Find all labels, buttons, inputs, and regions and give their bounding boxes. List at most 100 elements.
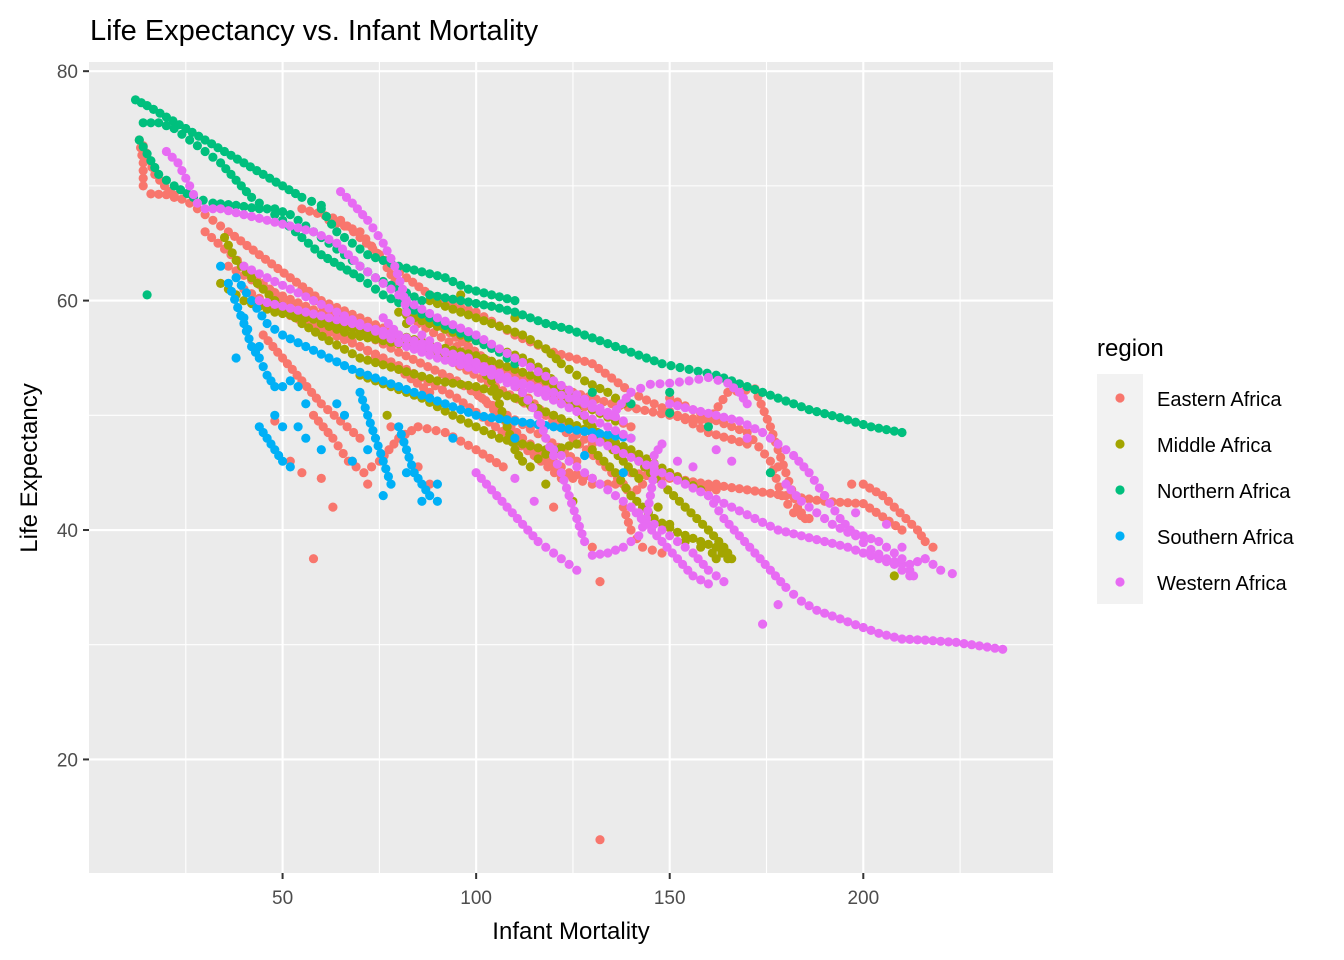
- data-point: [634, 449, 644, 459]
- data-point: [518, 357, 528, 368]
- data-point: [231, 200, 241, 210]
- data-point: [285, 221, 295, 231]
- data-point: [432, 376, 442, 386]
- data-point: [169, 192, 179, 202]
- data-point: [742, 510, 752, 520]
- data-point: [401, 367, 412, 377]
- data-point: [213, 238, 223, 248]
- data-point: [871, 507, 881, 517]
- data-point: [835, 523, 845, 533]
- data-point: [634, 350, 644, 360]
- data-point: [347, 224, 357, 234]
- data-point: [456, 436, 466, 446]
- data-point: [440, 273, 450, 283]
- data-point: [293, 288, 303, 298]
- data-point: [580, 536, 590, 547]
- data-point: [789, 508, 799, 518]
- data-point: [600, 368, 610, 378]
- data-point: [688, 483, 698, 493]
- data-point: [479, 300, 489, 310]
- data-point: [347, 318, 357, 329]
- data-point: [382, 246, 392, 256]
- data-point: [339, 232, 350, 243]
- data-point: [502, 373, 512, 383]
- data-point: [383, 471, 393, 482]
- data-point: [471, 410, 481, 420]
- data-point: [638, 542, 648, 552]
- data-point: [696, 575, 706, 585]
- data-point: [549, 376, 559, 386]
- data-point: [765, 456, 776, 466]
- data-point: [727, 414, 737, 424]
- data-point: [324, 353, 334, 363]
- data-point: [293, 215, 303, 225]
- data-point: [552, 459, 563, 469]
- data-point: [270, 204, 280, 214]
- data-point: [363, 250, 373, 260]
- data-point: [750, 513, 760, 524]
- data-point: [564, 559, 574, 570]
- data-point: [219, 232, 230, 243]
- data-point: [765, 488, 776, 498]
- data-point: [665, 399, 675, 409]
- data-point: [355, 261, 365, 271]
- data-point: [161, 121, 171, 131]
- data-point: [285, 376, 295, 386]
- data-point: [200, 227, 210, 237]
- data-point: [478, 449, 488, 459]
- data-point: [378, 456, 388, 466]
- data-point: [974, 641, 985, 651]
- data-point: [648, 407, 658, 417]
- data-point: [463, 440, 473, 450]
- data-point: [146, 118, 156, 128]
- data-point: [564, 393, 574, 403]
- series-southern-africa: [216, 261, 636, 506]
- data-point: [674, 377, 685, 387]
- data-point: [758, 619, 768, 629]
- data-point: [262, 273, 272, 283]
- data-point: [448, 294, 458, 304]
- data-point: [587, 414, 597, 424]
- data-point: [533, 387, 543, 397]
- data-point: [843, 498, 853, 508]
- data-point: [603, 430, 613, 440]
- data-point: [285, 310, 295, 320]
- data-point: [843, 415, 853, 425]
- data-point: [423, 362, 433, 372]
- data-point: [417, 267, 427, 277]
- data-point: [258, 284, 268, 294]
- data-point: [653, 502, 663, 512]
- data-point: [599, 456, 609, 466]
- data-point: [502, 294, 512, 304]
- data-point: [216, 221, 226, 231]
- data-point: [487, 290, 497, 300]
- data-point: [711, 554, 721, 564]
- data-point: [445, 389, 455, 399]
- data-point: [711, 445, 721, 455]
- data-point: [378, 353, 388, 363]
- data-point: [742, 485, 752, 495]
- data-point: [711, 410, 721, 420]
- data-point: [479, 426, 489, 436]
- data-point: [610, 468, 621, 478]
- data-point: [285, 303, 295, 313]
- data-point: [620, 383, 630, 393]
- data-point: [618, 448, 628, 459]
- data-point: [332, 227, 342, 237]
- data-point: [394, 422, 404, 432]
- data-point: [881, 542, 892, 552]
- data-point: [310, 244, 320, 254]
- data-point: [432, 291, 442, 301]
- data-point: [696, 423, 706, 433]
- data-point: [569, 506, 579, 516]
- data-point: [463, 407, 473, 417]
- data-point: [672, 527, 683, 537]
- data-point: [257, 311, 267, 321]
- data-point: [549, 410, 559, 420]
- data-point: [843, 527, 853, 537]
- data-point: [510, 307, 520, 317]
- data-point: [525, 462, 535, 472]
- data-point: [572, 565, 582, 575]
- data-point: [742, 399, 752, 409]
- data-point: [254, 213, 264, 223]
